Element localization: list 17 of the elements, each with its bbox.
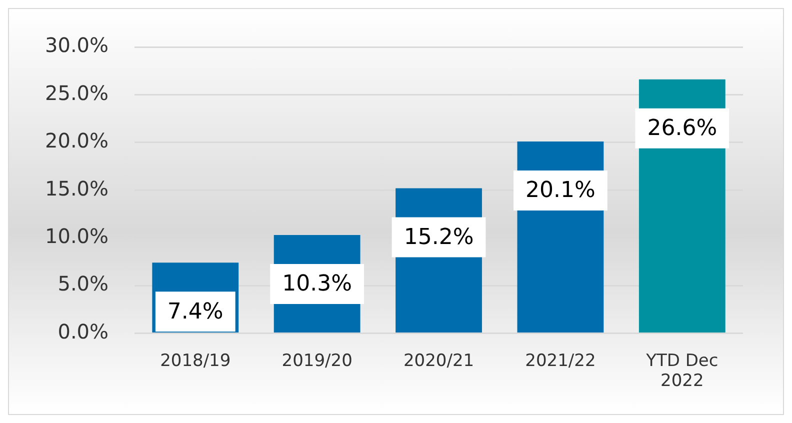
y-tick-label: 30.0%: [44, 33, 109, 58]
x-tick-label: YTD Dec 2022: [645, 350, 718, 392]
x-tick-label: 2020/21: [403, 350, 474, 371]
x-tick-label: 2018/19: [160, 350, 231, 371]
y-tick-label: 15.0%: [44, 176, 109, 200]
x-tick-label: 2019/20: [282, 350, 352, 371]
x-tick-label: 2021/22: [525, 350, 596, 371]
data-label: 10.3%: [282, 272, 352, 297]
y-tick-label: 5.0%: [58, 272, 109, 296]
y-tick-label: 10.0%: [44, 224, 109, 248]
data-label: 20.1%: [526, 178, 596, 204]
data-label: 7.4%: [167, 299, 224, 324]
data-label: 26.6%: [647, 116, 718, 142]
data-label: 15.2%: [404, 224, 474, 250]
y-tick-label: 25.0%: [44, 80, 109, 105]
y-tick-label: 20.0%: [44, 128, 109, 153]
y-tick-label: 0.0%: [58, 319, 109, 344]
